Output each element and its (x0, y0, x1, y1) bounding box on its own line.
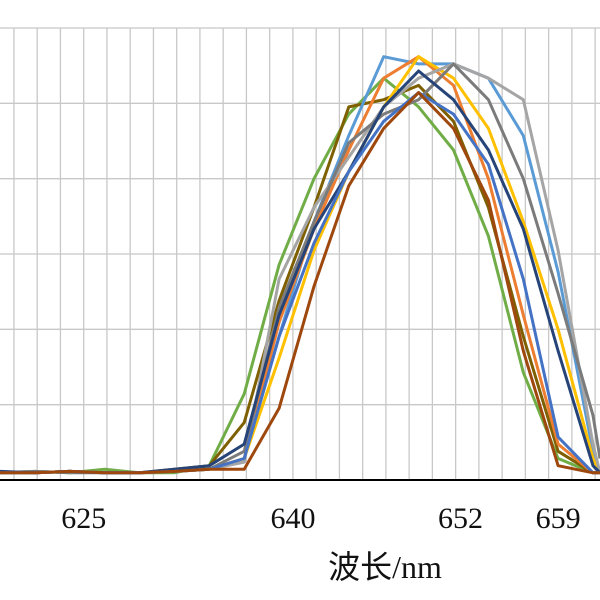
series-lines (0, 55, 600, 475)
x-tick-label: 640 (271, 502, 316, 535)
series-line-10 (0, 91, 600, 475)
x-tick-label: 659 (536, 502, 581, 535)
series-line-1 (0, 76, 600, 475)
x-tick-label: 652 (438, 502, 483, 535)
x-tick-labels: 625 640 652 659 (61, 502, 580, 535)
x-axis-title: 波长/nm (328, 549, 442, 585)
x-tick-label: 625 (61, 502, 106, 535)
